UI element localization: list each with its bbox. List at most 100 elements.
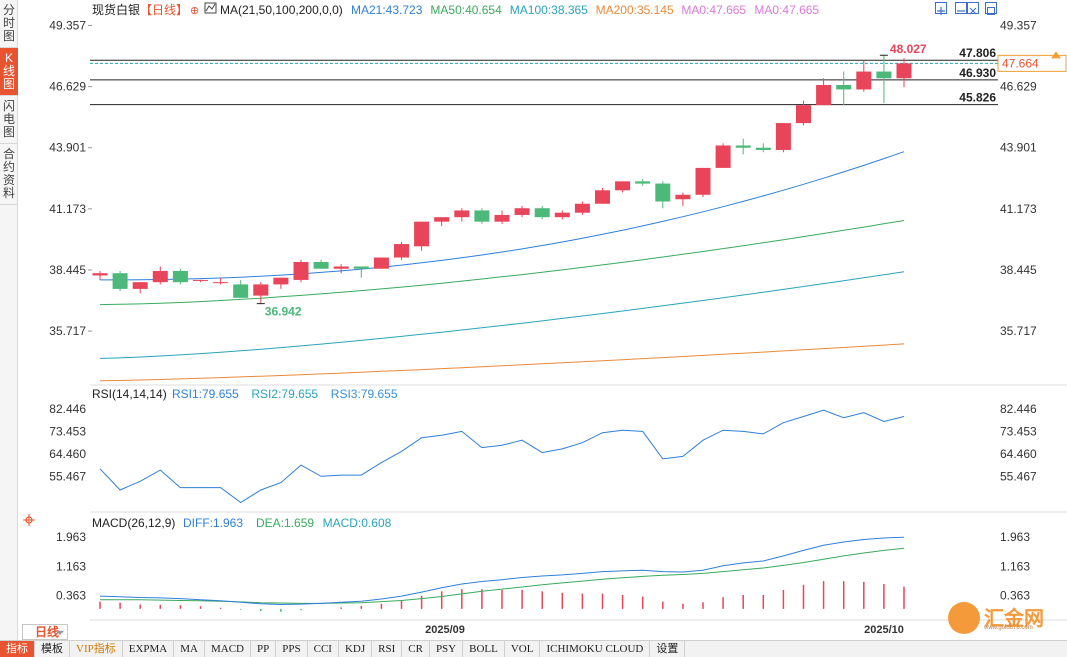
- horizontal-level-lines: 47.806 46.930 45.826 47.664: [90, 46, 1067, 106]
- left-price-tick: 38.445: [49, 263, 86, 277]
- collapse-icon[interactable]: [967, 2, 979, 15]
- rsi-right-tick: 64.460: [1000, 447, 1037, 461]
- rsi-right-tick: 82.446: [1000, 402, 1037, 416]
- macd-right-tick: 0.363: [1000, 589, 1030, 603]
- toolbar-item-ichimoku-cloud[interactable]: ICHIMOKU CLOUD: [540, 640, 651, 657]
- fullscreen-icon[interactable]: [985, 2, 997, 15]
- rsi-legend-item: RSI1:79.655: [172, 387, 239, 401]
- left-tab-2[interactable]: 闪电图: [0, 96, 18, 144]
- macd-legend-item: MACD:0.608: [323, 516, 392, 530]
- candle-body: [394, 244, 409, 258]
- candle-body: [152, 270, 168, 283]
- toolbar-item-模板[interactable]: 模板: [35, 640, 70, 657]
- zoom-out-icon[interactable]: [955, 2, 967, 14]
- candle-body: [434, 217, 450, 222]
- candle-body: [494, 214, 510, 222]
- candle-body: [514, 208, 530, 215]
- macd-settings-icon[interactable]: [23, 514, 35, 526]
- ma-parameters: MA(21,50,100,200,0,0): [220, 3, 343, 17]
- left-price-tick: 35.717: [49, 324, 86, 338]
- zoom-in-icon[interactable]: [935, 2, 947, 15]
- right-price-tick: 41.173: [1000, 202, 1037, 216]
- toolbar-item-expma[interactable]: EXPMA: [123, 640, 175, 657]
- chart-toggle-icon[interactable]: [204, 2, 217, 14]
- period-selector[interactable]: 日线: [22, 624, 68, 640]
- candle-body: [293, 262, 309, 280]
- toolbar-item-psy[interactable]: PSY: [430, 640, 464, 657]
- toolbar-item-ma[interactable]: MA: [174, 640, 205, 657]
- candle-body: [213, 282, 229, 284]
- rsi-left-tick: 64.460: [49, 447, 86, 461]
- macd-left-tick: 1.963: [56, 530, 86, 544]
- ma-line: [100, 151, 905, 281]
- toolbar-item-vol[interactable]: VOL: [505, 640, 541, 657]
- toolbar-item-cr[interactable]: CR: [402, 640, 430, 657]
- left-tab-char: 闪: [2, 99, 15, 113]
- toolbar-item-cci[interactable]: CCI: [308, 640, 339, 657]
- candle-body: [193, 279, 208, 281]
- macd-title: MACD(26,12,9): [92, 516, 175, 530]
- low-label: 36.942: [265, 305, 302, 319]
- left-tab-3[interactable]: 合约资料: [0, 144, 18, 205]
- ma-line: [99, 220, 905, 306]
- candle-body: [353, 266, 369, 269]
- rsi-line-path: [99, 409, 905, 504]
- candle-body: [775, 123, 791, 150]
- toolbar-item-pp[interactable]: PP: [251, 640, 277, 657]
- left-price-tick: 41.173: [49, 202, 86, 216]
- rsi-legend-item: RSI3:79.655: [331, 387, 398, 401]
- x-axis-label-oct: 2025/10: [864, 624, 904, 636]
- instrument-name: 现货白银: [92, 2, 140, 17]
- candle-body: [112, 273, 128, 289]
- candle-body: [313, 262, 329, 269]
- right-price-tick: 38.445: [1000, 263, 1037, 277]
- chevron-down-icon: [56, 631, 64, 635]
- settings-gear-icon[interactable]: ⊕: [190, 5, 199, 17]
- toolbar-item-boll[interactable]: BOLL: [463, 640, 505, 657]
- candle-body: [474, 210, 490, 222]
- candle-body: [735, 145, 751, 148]
- current-price-value: 47.664: [1002, 56, 1039, 70]
- macd-left-tick: 0.363: [56, 589, 86, 603]
- rsi-left-tick: 55.467: [49, 469, 86, 483]
- toolbar-item-macd[interactable]: MACD: [205, 640, 251, 657]
- candle-body: [796, 105, 811, 124]
- left-tab-0[interactable]: 分时图: [0, 0, 18, 48]
- ma-legend-item: MA100:38.365: [510, 3, 588, 17]
- candle-body: [896, 63, 912, 79]
- candle-body: [273, 277, 289, 285]
- candle-body: [574, 203, 590, 213]
- rsi-legend-item: RSI2:79.655: [251, 387, 318, 401]
- toolbar-item-vip指标[interactable]: VIP指标: [70, 640, 123, 657]
- left-tab-char: 时: [2, 16, 15, 30]
- left-tab-char: 资: [2, 173, 15, 187]
- toolbar-item-kdj[interactable]: KDJ: [339, 640, 373, 657]
- candle-body: [454, 210, 470, 218]
- macd-legend-item: DEA:1.659: [256, 516, 314, 530]
- period-label: 【日线】: [140, 3, 188, 17]
- toolbar-item-rsi[interactable]: RSI: [372, 640, 403, 657]
- level-label: 47.806: [959, 46, 996, 60]
- candle-body: [92, 273, 108, 276]
- high-label: 48.027: [890, 42, 927, 56]
- logo-mark-icon: [948, 602, 980, 634]
- rsi-left-tick: 82.446: [49, 402, 86, 416]
- toolbar-item-pps[interactable]: PPS: [276, 640, 308, 657]
- rsi-right-tick: 73.453: [1000, 425, 1037, 439]
- candle-body: [595, 190, 610, 204]
- candle-body: [655, 183, 671, 202]
- toolbar-item-指标[interactable]: 指标: [0, 640, 35, 657]
- macd-right-tick: 1.963: [1000, 530, 1030, 544]
- candle-body: [414, 221, 430, 247]
- price-marker-icon: [1051, 51, 1061, 59]
- chart-canvas[interactable]: 47.806 46.930 45.826 47.664 48.027 36.942 82…: [0, 0, 1067, 640]
- toolbar-item-设置[interactable]: 设置: [650, 640, 686, 657]
- rsi-left-tick: 73.453: [49, 425, 86, 439]
- logo-url: www.gold678.com: [984, 625, 1033, 631]
- price-axis-labels: 49.357 49.357 46.629 46.629 43.901 43.901 41.1…: [49, 18, 1037, 338]
- candle-body: [554, 212, 570, 218]
- candle-body: [856, 71, 872, 90]
- level-label: 45.826: [959, 91, 996, 105]
- candle-body: [836, 84, 852, 90]
